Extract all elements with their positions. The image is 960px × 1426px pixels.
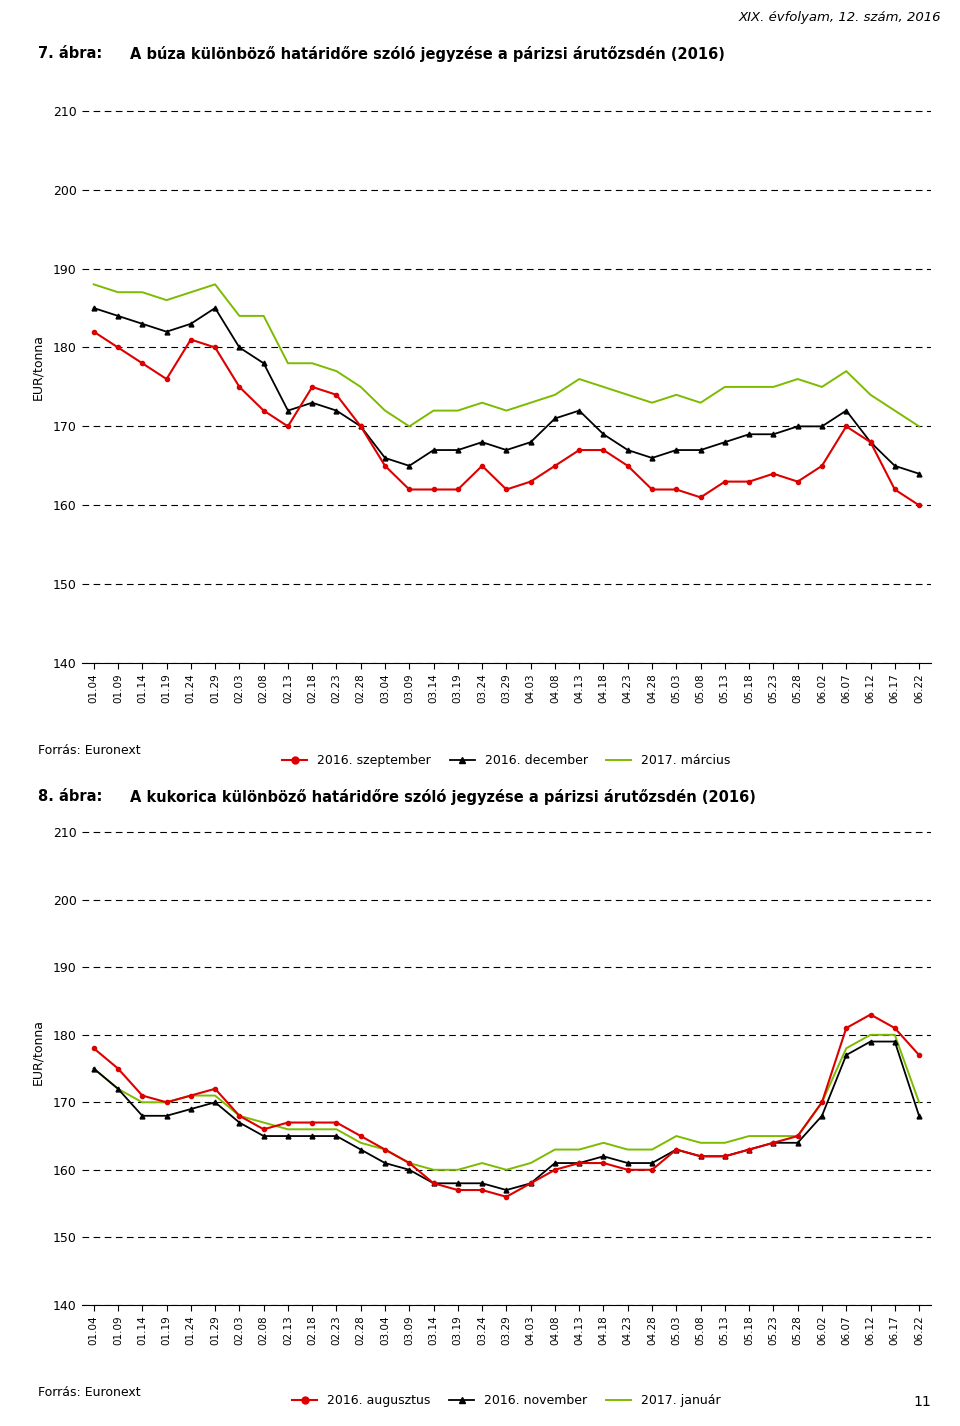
Y-axis label: EUR/tonna: EUR/tonna — [32, 334, 44, 401]
Text: 7. ábra:: 7. ábra: — [38, 46, 103, 61]
Legend: 2016. augusztus, 2016. november, 2017. január: 2016. augusztus, 2016. november, 2017. j… — [287, 1389, 726, 1412]
Text: A kukorica különböző határidőre szóló jegyzése a párizsi árutőzsdén (2016): A kukorica különböző határidőre szóló je… — [130, 789, 756, 804]
Text: 11: 11 — [914, 1395, 931, 1409]
Text: Forrás: Euronext: Forrás: Euronext — [38, 1386, 141, 1399]
Text: A búza különböző határidőre szóló jegyzése a párizsi árutőzsdén (2016): A búza különböző határidőre szóló jegyzé… — [130, 46, 725, 61]
Text: XIX. évfolyam, 12. szám, 2016: XIX. évfolyam, 12. szám, 2016 — [738, 11, 941, 24]
Text: 8. ábra:: 8. ábra: — [38, 789, 103, 804]
Text: Forrás: Euronext: Forrás: Euronext — [38, 744, 141, 757]
Legend: 2016. szeptember, 2016. december, 2017. március: 2016. szeptember, 2016. december, 2017. … — [277, 749, 735, 773]
Y-axis label: EUR/tonna: EUR/tonna — [32, 1018, 44, 1085]
